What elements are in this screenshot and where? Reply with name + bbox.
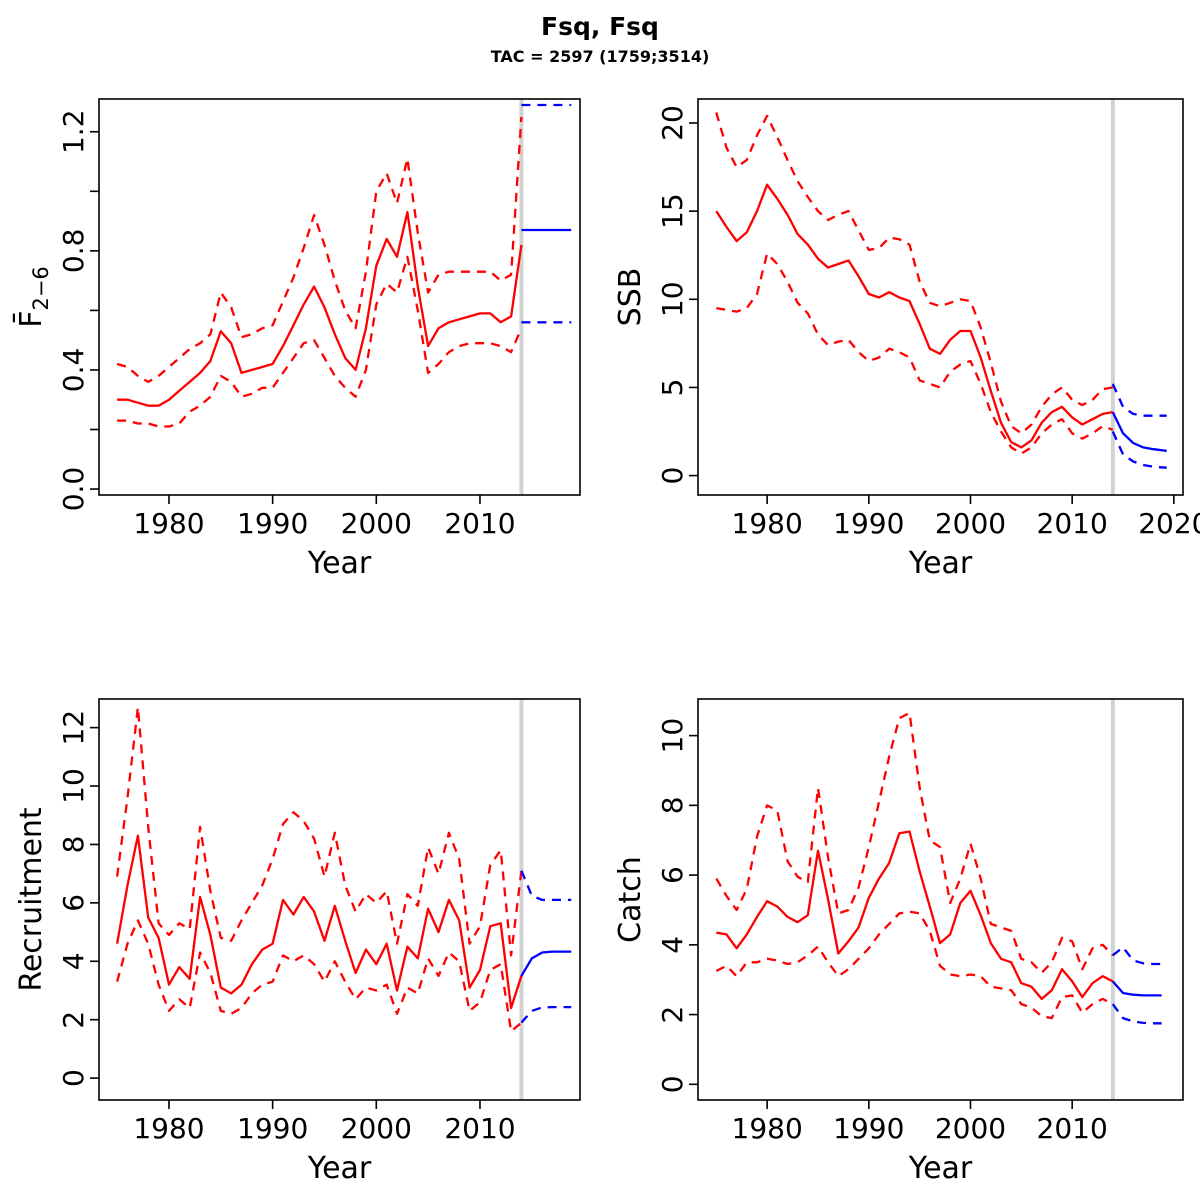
x-tick-label: 2000: [935, 507, 1006, 540]
catch-ci-lower-historical: [715, 910, 1114, 1020]
ssb-ci-upper-historical: [715, 112, 1114, 435]
catch-ci-upper-projection: [1112, 946, 1162, 966]
y-tick-label: 10: [57, 768, 90, 804]
y-tick-label: 10: [656, 718, 689, 754]
x-tick-label: 1990: [833, 507, 904, 540]
ssb-median-historical: [715, 183, 1114, 449]
y-tick-label: 0.0: [57, 467, 90, 512]
catch-median-historical: [716, 830, 1114, 1001]
x-tick-label: 1990: [237, 507, 308, 540]
x-tick-label: 2010: [1037, 507, 1108, 540]
recruitment-ci-upper-historical: [115, 706, 523, 957]
x-axis-title: Year: [307, 546, 372, 581]
y-axis-title: Recruitment: [14, 807, 49, 992]
ssb-ci-lower-projection: [1111, 431, 1167, 469]
x-tick-label: 2000: [341, 1112, 412, 1145]
y-tick-label: 6: [656, 866, 689, 884]
panel-box: [98, 698, 581, 1101]
ssb-ci-lower-historical: [716, 252, 1114, 455]
catch-ci-upper-historical: [715, 711, 1114, 974]
y-tick-label: 0: [57, 1069, 90, 1087]
y-tick-label: 15: [656, 193, 689, 229]
y-axis-title: SSB: [613, 268, 648, 327]
ssb-median-projection: [1111, 411, 1167, 453]
x-tick-label: 2010: [444, 507, 515, 540]
y-tick-label: 0.8: [57, 229, 90, 274]
recruitment-ci-upper-projection: [520, 870, 572, 902]
y-tick-label: 20: [656, 105, 689, 141]
y-tick-label: 8: [57, 836, 90, 854]
recruitment-ci-lower-historical: [115, 919, 523, 1033]
catch-ci-lower-projection: [1111, 1003, 1162, 1025]
y-axis-title: F̄2−6: [13, 266, 53, 328]
x-axis-title: Year: [908, 546, 973, 581]
x-axis-title: Year: [307, 1151, 372, 1186]
x-tick-label: 1980: [732, 1112, 803, 1145]
recruitment-median-historical: [115, 834, 523, 1010]
panel-box: [697, 698, 1184, 1101]
x-tick-label: 1990: [833, 1112, 904, 1145]
recruitment-ci-lower-projection: [520, 1005, 572, 1024]
fbar-ci-upper-historical: [116, 116, 523, 384]
y-tick-label: 10: [656, 281, 689, 317]
x-tick-label: 1980: [133, 507, 204, 540]
y-tick-label: 0.4: [57, 348, 90, 393]
x-tick-label: 1980: [133, 1112, 204, 1145]
y-tick-label: 0: [656, 1075, 689, 1093]
y-tick-label: 8: [656, 796, 689, 814]
panel-box: [697, 98, 1184, 496]
x-axis-title: Year: [908, 1151, 973, 1186]
y-axis-title: Catch: [613, 856, 648, 943]
y-tick-label: 12: [57, 710, 90, 746]
y-tick-label: 6: [57, 894, 90, 912]
catch-median-projection: [1111, 980, 1162, 997]
ssb-ci-upper-projection: [1111, 383, 1167, 417]
y-tick-label: 1.2: [57, 109, 90, 154]
y-tick-label: 2: [656, 1006, 689, 1024]
x-tick-label: 2000: [935, 1112, 1006, 1145]
fbar-median-historical: [117, 210, 523, 407]
x-tick-label: 2010: [444, 1112, 515, 1145]
y-tick-label: 2: [57, 1011, 90, 1029]
x-tick-label: 2000: [341, 507, 412, 540]
y-tick-label: 4: [656, 936, 689, 954]
chart-title: Fsq, Fsq: [541, 12, 659, 41]
y-tick-label: 5: [656, 379, 689, 397]
x-tick-label: 2010: [1037, 1112, 1108, 1145]
recruitment-median-projection: [520, 950, 572, 977]
chart-subtitle: TAC = 2597 (1759;3514): [490, 47, 710, 66]
y-tick-label: 4: [57, 952, 90, 970]
x-tick-label: 1980: [732, 507, 803, 540]
fbar-ci-lower-historical: [117, 255, 523, 428]
y-tick-label: 0: [656, 467, 689, 485]
x-tick-label: 1990: [237, 1112, 308, 1145]
panel-box: [98, 98, 581, 496]
